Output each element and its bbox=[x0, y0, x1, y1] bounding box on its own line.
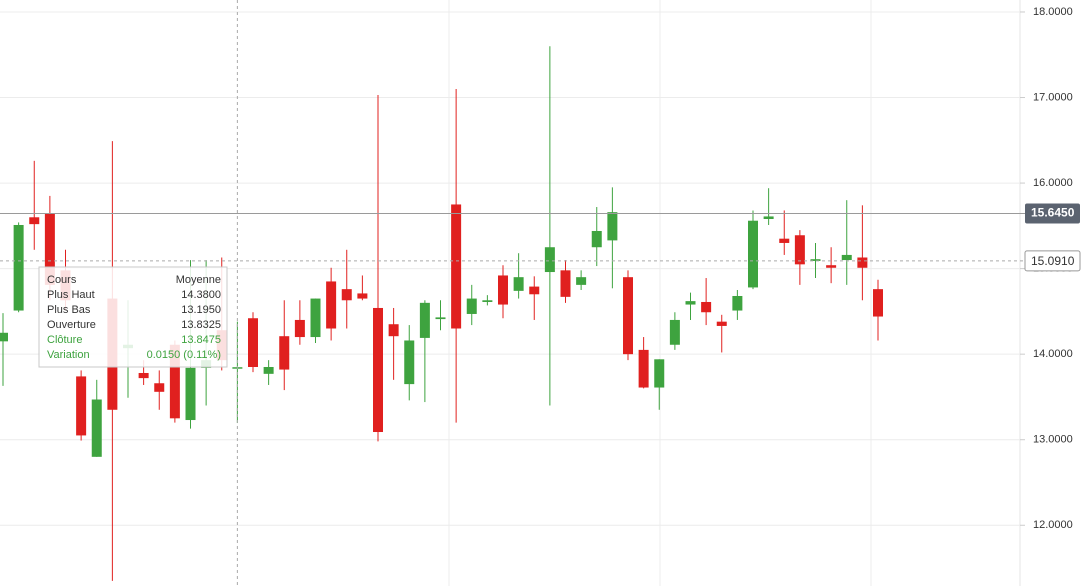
y-tick-label: 16.0000 bbox=[1033, 177, 1073, 189]
candle-body bbox=[498, 275, 508, 305]
y-tick-label: 14.0000 bbox=[1033, 348, 1073, 360]
candle-body bbox=[91, 399, 102, 457]
candle-body bbox=[341, 289, 352, 301]
tooltip-row-label: Ouverture bbox=[47, 319, 96, 331]
y-tick-label: 12.0000 bbox=[1033, 519, 1073, 531]
tooltip-row-label: Plus Bas bbox=[47, 304, 91, 316]
tooltip-header-right: Moyenne bbox=[176, 274, 221, 286]
candle-body bbox=[388, 324, 399, 337]
tooltip-row-value: 13.8475 bbox=[181, 334, 221, 346]
tooltip-row-label: Clôture bbox=[47, 334, 82, 346]
candle-body bbox=[451, 204, 462, 329]
y-tick-label: 13.0000 bbox=[1033, 434, 1073, 446]
candle-body bbox=[466, 298, 477, 314]
candle-body bbox=[294, 319, 305, 338]
candle-body bbox=[560, 270, 571, 297]
candle-body bbox=[279, 336, 290, 370]
candle-body bbox=[544, 247, 555, 273]
candle-body bbox=[873, 289, 883, 317]
y-tick-label: 17.0000 bbox=[1033, 91, 1073, 103]
candle-body bbox=[794, 235, 805, 265]
tooltip-box bbox=[38, 266, 228, 368]
candle-body bbox=[154, 383, 165, 392]
candle-body bbox=[138, 372, 149, 379]
crosshair-price-label: 15.0910 bbox=[1031, 254, 1075, 268]
tooltip-row-value: 13.8325 bbox=[181, 319, 221, 331]
candle-body bbox=[654, 359, 665, 388]
candle-body bbox=[748, 220, 758, 288]
candle-body bbox=[13, 224, 24, 311]
candle-body bbox=[685, 301, 696, 305]
candle-body bbox=[826, 265, 837, 268]
candle-body bbox=[701, 301, 712, 313]
candle-body bbox=[357, 293, 368, 299]
candle-body bbox=[435, 317, 446, 320]
candle-body bbox=[779, 238, 790, 243]
candle-body bbox=[263, 366, 274, 374]
candle-body bbox=[576, 277, 587, 285]
candle-body bbox=[591, 230, 602, 248]
tooltip-row-value: 13.1950 bbox=[181, 304, 221, 316]
candle-body bbox=[169, 344, 180, 419]
candle-body bbox=[810, 259, 821, 261]
candle-body bbox=[76, 376, 87, 436]
candle-body bbox=[638, 349, 649, 388]
candle-body bbox=[404, 340, 415, 385]
candle-body bbox=[248, 318, 258, 367]
candle-body bbox=[732, 295, 743, 311]
candle-body bbox=[669, 319, 680, 345]
candle-body bbox=[373, 307, 383, 433]
candle-body bbox=[763, 216, 774, 220]
candle-body bbox=[513, 277, 524, 291]
candle-body bbox=[607, 212, 618, 241]
crosshair-price-box bbox=[1024, 250, 1081, 272]
last-price-box bbox=[1025, 203, 1080, 224]
candle-body bbox=[419, 302, 430, 338]
tooltip-header-left: Cours bbox=[47, 274, 77, 286]
candle-body bbox=[185, 367, 196, 421]
tooltip-row-label: Plus Haut bbox=[47, 289, 95, 301]
candle-body bbox=[529, 286, 540, 295]
tooltip-row-label: Variation bbox=[47, 349, 90, 361]
candle-body bbox=[44, 213, 55, 285]
candle-body bbox=[623, 277, 633, 355]
tooltip-row-value: 14.3800 bbox=[181, 289, 221, 301]
last-price-label: 15.6450 bbox=[1031, 206, 1075, 220]
y-tick-label: 18.0000 bbox=[1033, 6, 1073, 18]
tooltip-row-value: 0.0150 (0.11%) bbox=[147, 349, 221, 361]
candle-body bbox=[841, 254, 852, 261]
candle-body bbox=[857, 257, 868, 268]
candle-body bbox=[29, 217, 40, 225]
candle-body bbox=[482, 300, 493, 302]
candle-body bbox=[310, 298, 321, 338]
candle-body bbox=[326, 281, 337, 329]
candle-body bbox=[0, 332, 8, 342]
candle-body bbox=[716, 321, 727, 326]
